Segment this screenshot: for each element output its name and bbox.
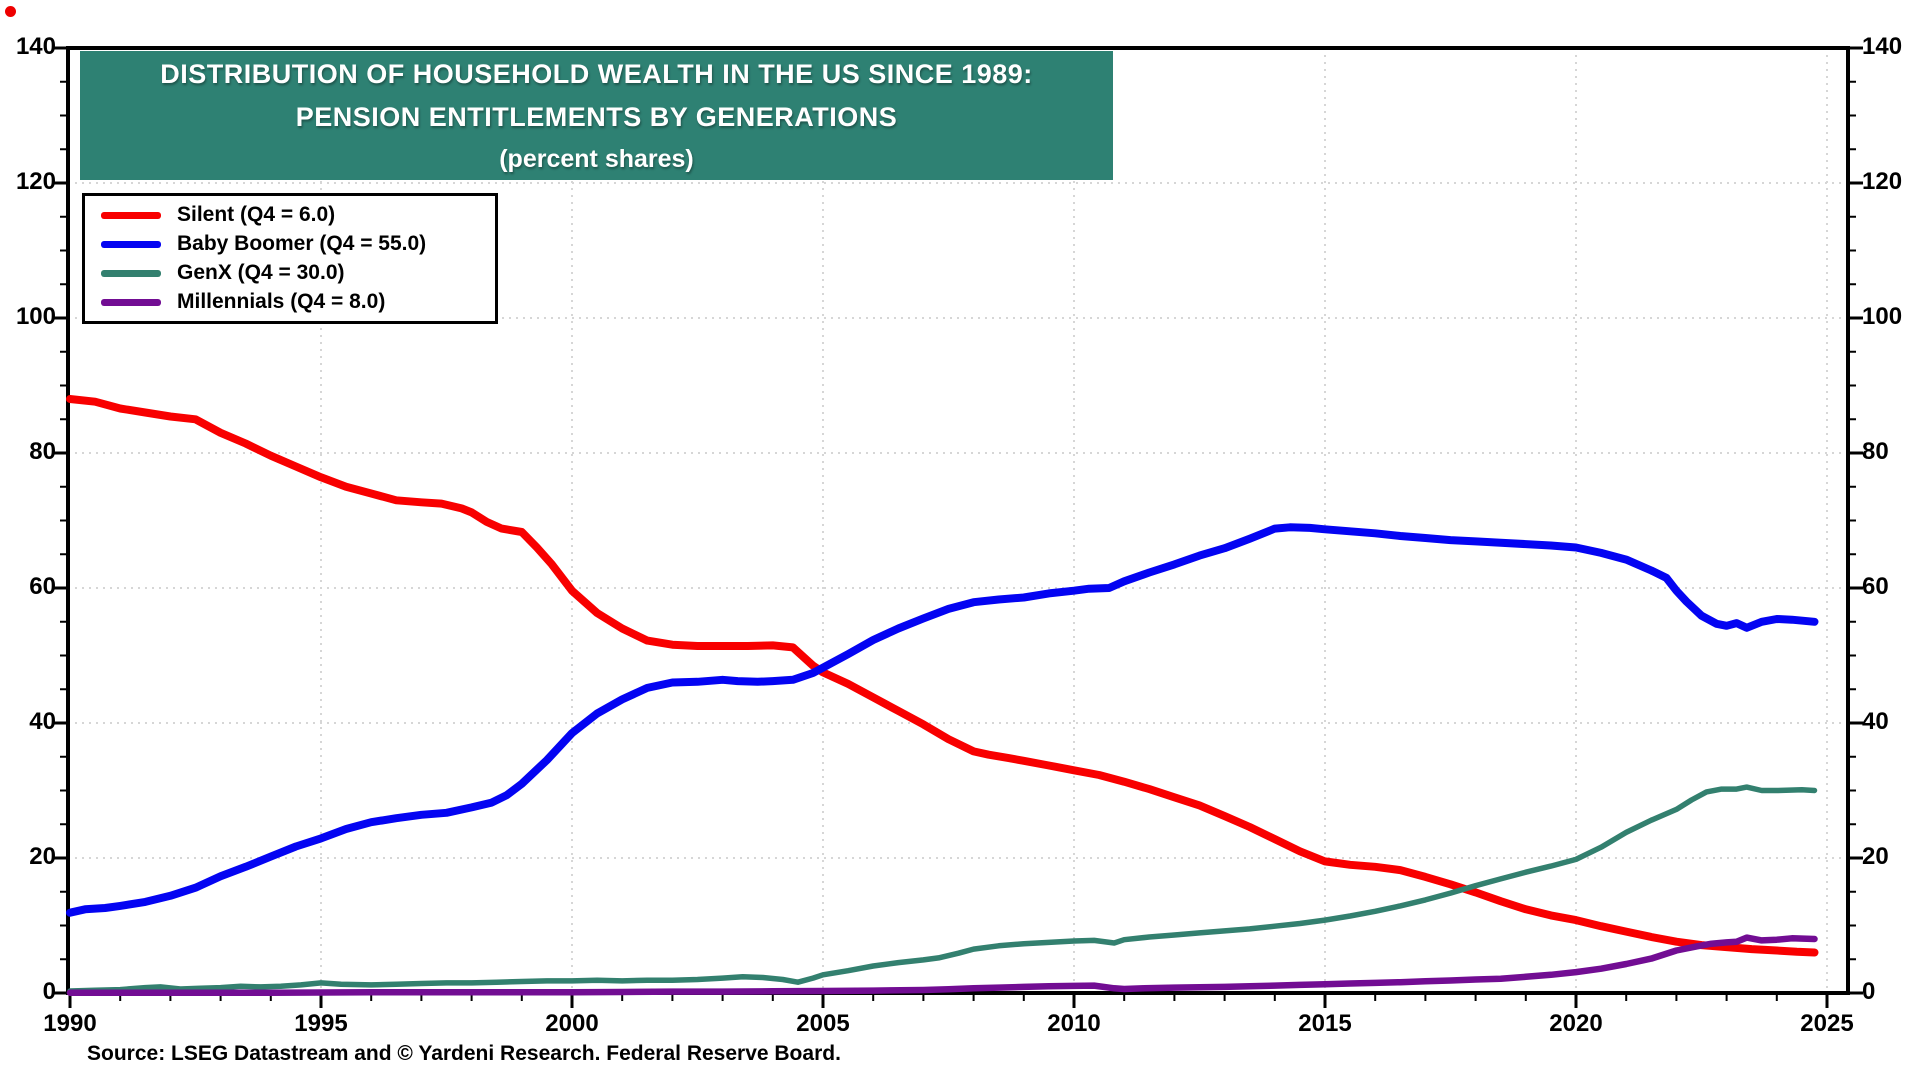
series-line-silent xyxy=(66,395,1819,957)
chart-title-line2: PENSION ENTITLEMENTS BY GENERATIONS xyxy=(295,101,898,132)
legend-label: Baby Boomer (Q4 = 55.0) xyxy=(177,232,427,255)
y-axis-label-left: 140 xyxy=(15,33,56,60)
y-axis-label-left: 80 xyxy=(29,438,56,465)
x-axis-label: 2025 xyxy=(1800,1010,1854,1037)
chart-title-band: DISTRIBUTION OF HOUSEHOLD WEALTH IN THE … xyxy=(80,51,1113,180)
corner-red-dot xyxy=(5,6,16,17)
x-axis-label: 2005 xyxy=(796,1010,850,1037)
legend-swatch-baby-boomer xyxy=(101,240,161,248)
source-note: Source: LSEG Datastream and © Yardeni Re… xyxy=(87,1042,841,1065)
y-axis-label-right: 80 xyxy=(1862,438,1889,465)
series-line-baby-boomer xyxy=(66,523,1819,917)
y-axis-label-left: 120 xyxy=(15,168,56,195)
legend-swatch-silent xyxy=(101,211,161,219)
y-axis-label-right: 100 xyxy=(1862,303,1903,330)
y-axis-label-right: 140 xyxy=(1862,33,1903,60)
y-axis-label-right: 20 xyxy=(1862,843,1889,870)
plot-frame xyxy=(66,46,1850,995)
chart-title-line3: (percent shares) xyxy=(499,144,694,173)
y-axis-label-left: 0 xyxy=(42,978,56,1005)
legend-item-baby-boomer: Baby Boomer (Q4 = 55.0) xyxy=(101,231,485,257)
y-axis-label-right: 0 xyxy=(1862,978,1876,1005)
y-axis-label-left: 40 xyxy=(29,708,56,735)
legend-item-genx: GenX (Q4 = 30.0) xyxy=(101,260,485,286)
x-axis-label: 2020 xyxy=(1549,1010,1603,1037)
x-axis-label: 1990 xyxy=(43,1010,97,1037)
legend-label: Millennials (Q4 = 8.0) xyxy=(177,290,386,313)
y-axis-label-right: 120 xyxy=(1862,168,1903,195)
series-line-millennials xyxy=(66,934,1818,996)
legend: Silent (Q4 = 6.0) Baby Boomer (Q4 = 55.0)… xyxy=(82,193,498,324)
x-axis-label: 2000 xyxy=(545,1010,599,1037)
y-axis-label-right: 60 xyxy=(1862,573,1889,600)
y-axis-label-right: 40 xyxy=(1862,708,1889,735)
x-axis-label: 2010 xyxy=(1047,1010,1101,1037)
y-axis-label-left: 20 xyxy=(29,843,56,870)
y-axis-label-left: 100 xyxy=(15,303,56,330)
legend-item-silent: Silent (Q4 = 6.0) xyxy=(101,202,485,228)
legend-label: Silent (Q4 = 6.0) xyxy=(177,203,336,226)
chart-title-line1: DISTRIBUTION OF HOUSEHOLD WEALTH IN THE … xyxy=(160,58,1033,89)
y-axis-label-left: 60 xyxy=(29,573,56,600)
legend-label: GenX (Q4 = 30.0) xyxy=(177,261,345,284)
series-line-genx xyxy=(67,784,1818,994)
x-axis-label: 1995 xyxy=(294,1010,348,1037)
legend-swatch-millennials xyxy=(101,298,161,306)
x-axis-label: 2015 xyxy=(1298,1010,1352,1037)
legend-item-millennials: Millennials (Q4 = 8.0) xyxy=(101,289,485,315)
legend-swatch-genx xyxy=(101,269,161,277)
